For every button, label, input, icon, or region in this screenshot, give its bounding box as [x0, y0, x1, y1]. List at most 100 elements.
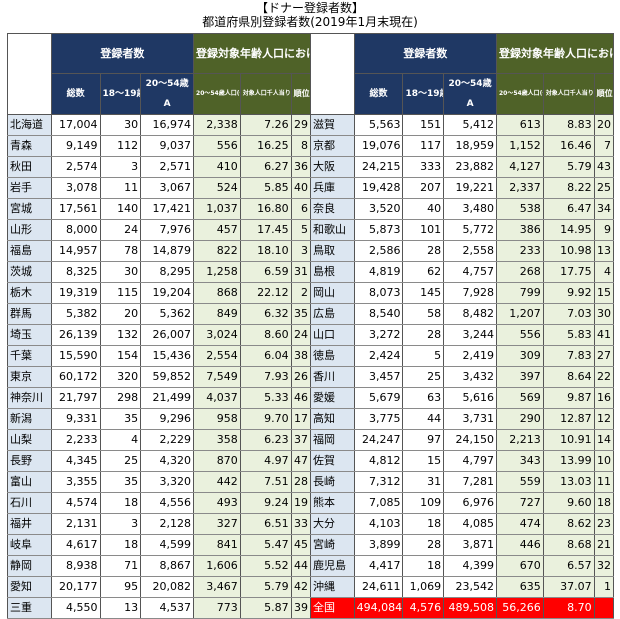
rank-cell: 23	[593, 513, 615, 535]
a1819-cell: 101	[402, 219, 445, 241]
rank-cell: 14	[593, 429, 615, 451]
a1819-cell: 117	[402, 135, 445, 157]
rank-cell: 15	[593, 282, 615, 304]
a2054-cell: 23,882	[443, 156, 497, 178]
total-cell: 8,325	[50, 261, 101, 283]
a2054-cell: 5,412	[443, 114, 497, 136]
per-cell: 37.07	[542, 576, 595, 598]
prefecture-cell: 神奈川	[7, 387, 52, 409]
pop-cell: 7,549	[193, 366, 241, 388]
a2054-cell: 6,976	[443, 492, 497, 514]
header-rank-left: 順位	[290, 73, 311, 115]
a1819-cell: 95	[99, 576, 142, 598]
a1819-cell: 18	[99, 534, 142, 556]
pop-cell: 1,207	[495, 303, 544, 325]
prefecture-cell: 和歌山	[309, 219, 355, 241]
per-cell: 7.03	[542, 303, 595, 325]
total-cell: 2,586	[353, 240, 404, 262]
a1819-cell: 154	[99, 345, 142, 367]
total-cell: 19,319	[50, 282, 101, 304]
header-age-18-19-left: 18～19歳	[99, 73, 142, 115]
a2054-cell: 2,419	[443, 345, 497, 367]
table-row: 福島 14,957 78 14,879 822 18.10 3 鳥取 2,586 28 2,558 2…	[7, 240, 615, 262]
total-cell: 3,520	[353, 198, 404, 220]
a1819-cell: 18	[99, 492, 142, 514]
per-cell: 6.57	[542, 555, 595, 577]
header-target-ratio-right: 登録対象年齢人口における登録者数	[495, 33, 615, 74]
pop-cell: 2,554	[193, 345, 241, 367]
prefecture-cell: 秋田	[7, 156, 52, 178]
rank-cell: 44	[290, 555, 311, 577]
total-cell: 8,000	[50, 219, 101, 241]
a2054-cell: 2,571	[140, 156, 195, 178]
table-row: 東京 60,172 320 59,852 7,549 7.93 26 香川 3,457 25 3,4…	[7, 366, 615, 388]
total-cell: 4,345	[50, 450, 101, 472]
a1819-cell: 4	[99, 429, 142, 451]
table-row: 石川 4,574 18 4,556 493 9.24 19 熊本 7,085 109 6,976 72…	[7, 492, 615, 514]
prefecture-cell: 大分	[309, 513, 355, 535]
rank-cell: 24	[290, 324, 311, 346]
header-registrants-left: 登録者数	[50, 33, 195, 74]
a1819-cell: 97	[402, 429, 445, 451]
a1819-cell: 3	[99, 513, 142, 535]
a2054-cell: 4,757	[443, 261, 497, 283]
a2054-cell: 4,599	[140, 534, 195, 556]
pop-cell: 446	[495, 534, 544, 556]
per-cell: 17.45	[239, 219, 292, 241]
a1819-cell: 115	[99, 282, 142, 304]
rank-cell: 26	[290, 366, 311, 388]
prefecture-cell: 福島	[7, 240, 52, 262]
per-cell: 6.23	[239, 429, 292, 451]
pop-cell: 1,037	[193, 198, 241, 220]
prefecture-cell: 佐賀	[309, 450, 355, 472]
prefecture-cell: 青森	[7, 135, 52, 157]
pop-cell: 635	[495, 576, 544, 598]
rank-cell: 11	[593, 471, 615, 493]
table-row: 山形 8,000 24 7,976 457 17.45 5 和歌山 5,873 101 5,772 3…	[7, 219, 615, 241]
pop-cell: 4,127	[495, 156, 544, 178]
pop-cell: 343	[495, 450, 544, 472]
total-cell: 2,131	[50, 513, 101, 535]
table-row: 山梨 2,233 4 2,229 358 6.23 37 福岡 24,247 97 24,150 2,…	[7, 429, 615, 451]
prefecture-cell: 岩手	[7, 177, 52, 199]
prefecture-cell: 山口	[309, 324, 355, 346]
per-cell: 8.83	[542, 114, 595, 136]
rank-cell: 4	[593, 261, 615, 283]
header-age-20-54-right: 20～54歳 A	[443, 73, 497, 115]
a1819-cell: 25	[99, 450, 142, 472]
total-cell: 3,457	[353, 366, 404, 388]
prefecture-cell: 北海道	[7, 114, 52, 136]
corner-blank-left	[7, 33, 52, 115]
per-cell: 5.47	[239, 534, 292, 556]
prefecture-cell: 長崎	[309, 471, 355, 493]
a2054-cell: 7,976	[140, 219, 195, 241]
a2054-cell: 8,867	[140, 555, 195, 577]
prefecture-cell: 滋賀	[309, 114, 355, 136]
per-cell: 5.85	[239, 177, 292, 199]
a1819-cell: 28	[402, 534, 445, 556]
per-cell: 13.99	[542, 450, 595, 472]
per-cell: 13.03	[542, 471, 595, 493]
table-row: 北海道 17,004 30 16,974 2,338 7.26 29 滋賀 5,563 151 5,…	[7, 114, 615, 136]
pop-cell: 559	[495, 471, 544, 493]
header-total-right: 総数	[353, 73, 404, 115]
a2054-cell: 3,731	[443, 408, 497, 430]
a1819-cell: 18	[402, 555, 445, 577]
title-block: 【ドナー登録者数】 都道府県別登録者数(2019年1月末現在)	[0, 0, 620, 29]
total-cell: 5,679	[353, 387, 404, 409]
prefecture-cell: 福井	[7, 513, 52, 535]
prefecture-cell: 石川	[7, 492, 52, 514]
a2054-cell: 2,128	[140, 513, 195, 535]
total-cell: 5,382	[50, 303, 101, 325]
a1819-cell: 30	[99, 114, 142, 136]
a2054-cell: 59,852	[140, 366, 195, 388]
rank-cell: 16	[593, 387, 615, 409]
a2054-cell: 21,499	[140, 387, 195, 409]
per-cell: 9.60	[542, 492, 595, 514]
per-cell: 5.52	[239, 555, 292, 577]
total-cell: 5,563	[353, 114, 404, 136]
pop-cell: 3,467	[193, 576, 241, 598]
prefecture-cell: 熊本	[309, 492, 355, 514]
pop-cell: 524	[193, 177, 241, 199]
per-cell: 9.87	[542, 387, 595, 409]
